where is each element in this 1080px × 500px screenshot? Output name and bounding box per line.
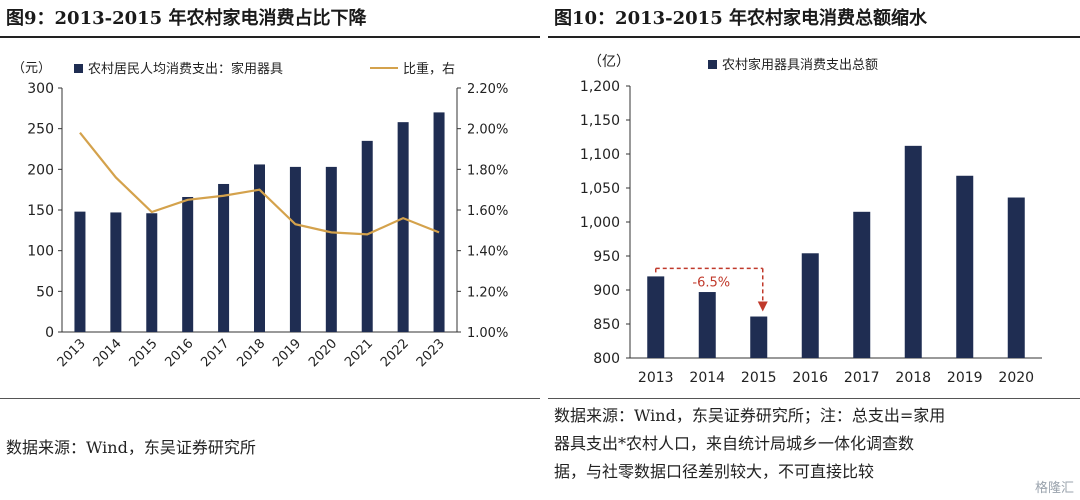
left-panel: 图9：2013-2015 年农村家电消费占比下降 （元） 农村居民人均消费支出：家…: [0, 8, 540, 457]
right-x-tick-label: 2016: [792, 370, 828, 386]
right-figure-title: 图10：2013-2015 年农村家电消费总额缩水: [554, 8, 927, 29]
right-panel: 图10：2013-2015 年农村家电消费总额缩水 （亿） 农村家用器具消费支出总…: [548, 0, 1080, 500]
right-y-tick-label: 1,050: [580, 181, 620, 197]
right-bar: [750, 316, 768, 358]
right-y-tick-label: 850: [593, 317, 620, 333]
left-y-tick-label: 100: [27, 244, 54, 260]
left-chart: （元） 农村居民人均消费支出：家用器具 比重，右 0 50 100 150 200 250 300…: [12, 61, 508, 370]
right-bar: [956, 175, 974, 358]
left-source-rule: [0, 398, 540, 399]
left-y2-tick-label: 2.00%: [467, 123, 508, 138]
right-source-line-1: 数据来源：Wind，东吴证券研究所；注：总支出=家用: [554, 406, 946, 425]
left-bar: [218, 183, 230, 332]
left-y-tick-label: 200: [27, 162, 54, 178]
right-source-line-2: 器具支出*农村人口，来自统计局城乡一体化调查数: [554, 434, 915, 453]
left-x-tick-label: 2023: [414, 336, 448, 370]
left-y2-tick-label: 2.20%: [467, 82, 508, 97]
right-y-tick-label: 900: [593, 283, 620, 299]
right-y-tick-label: 950: [593, 249, 620, 265]
right-bar: [647, 276, 665, 358]
left-y-tick-label: 300: [27, 81, 54, 97]
right-source: 数据来源：Wind，东吴证券研究所；注：总支出=家用 器具支出*农村人口，来自统…: [554, 402, 945, 486]
left-x-tick-label: 2020: [306, 336, 340, 370]
right-source-rule: [548, 398, 1080, 399]
left-x-tick-label: 2013: [55, 336, 89, 370]
left-y2-tick-label: 1.60%: [467, 204, 508, 219]
left-legend-bar-label: 农村居民人均消费支出：家用器具: [88, 61, 283, 77]
left-bar: [325, 166, 337, 332]
right-x-tick-label: 2013: [638, 370, 674, 386]
left-x-tick-label: 2015: [127, 336, 161, 370]
left-bar: [182, 196, 194, 332]
left-bar: [433, 112, 445, 333]
right-bar: [801, 253, 819, 358]
right-chart: （亿） 农村家用器具消费支出总额 800 850 900 950 1,000 1,050 1,1…: [580, 54, 1042, 386]
left-legend-bar-swatch: [74, 64, 83, 73]
left-x-tick-label: 2014: [91, 336, 125, 370]
left-share-line: [79, 132, 440, 236]
left-y2-tick-label: 1.40%: [467, 245, 508, 260]
left-x-tick-label: 2021: [342, 336, 376, 370]
left-legend-line-label: 比重，右: [403, 61, 455, 77]
left-x-tick-label: 2019: [270, 336, 304, 370]
left-figure-title: 图9：2013-2015 年农村家电消费占比下降: [6, 8, 367, 29]
left-bar: [361, 140, 373, 332]
left-bar: [397, 122, 409, 332]
right-bar: [1007, 197, 1025, 358]
left-y2-tick-label: 1.80%: [467, 163, 508, 178]
right-x-tick-label: 2017: [844, 370, 880, 386]
right-y-tick-label: 1,100: [580, 147, 620, 163]
right-x-tick-label: 2014: [689, 370, 725, 386]
left-title-rule: [0, 36, 540, 38]
left-bar: [146, 213, 158, 332]
left-y-tick-label: 50: [36, 284, 54, 300]
right-legend-bar-swatch: [708, 60, 717, 69]
right-y-axis-label: （亿）: [588, 54, 630, 70]
left-x-tick-label: 2016: [163, 336, 197, 370]
left-source: 数据来源：Wind，东吴证券研究所: [6, 438, 256, 457]
right-x-tick-label: 2020: [998, 370, 1034, 386]
left-y-axis-label: （元）: [12, 61, 51, 76]
left-x-tick-label: 2018: [234, 336, 268, 370]
left-bar: [74, 211, 86, 332]
right-y-tick-label: 1,000: [580, 215, 620, 231]
right-y-tick-label: 1,150: [580, 113, 620, 129]
right-source-line-3: 据，与社零数据口径差别较大，不可直接比较: [554, 462, 875, 481]
left-x-tick-label: 2017: [198, 336, 232, 370]
watermark: 格隆汇: [1034, 481, 1074, 496]
right-bar: [904, 145, 922, 358]
right-y-tick-label: 800: [593, 351, 620, 367]
right-title-rule: [548, 36, 1080, 38]
right-bar: [853, 211, 871, 358]
left-y-tick-label: 0: [45, 325, 54, 341]
left-bar: [289, 166, 301, 332]
right-y-tick-label: 1,200: [580, 79, 620, 95]
left-bar: [110, 212, 122, 332]
right-x-tick-label: 2018: [895, 370, 931, 386]
left-bar: [254, 164, 265, 332]
left-y-tick-label: 150: [27, 203, 54, 219]
right-x-tick-label: 2019: [947, 370, 983, 386]
left-x-tick-label: 2022: [378, 336, 412, 370]
right-annotation-arrowhead: [757, 301, 768, 312]
right-legend-bar-label: 农村家用器具消费支出总额: [722, 57, 878, 73]
right-annotation-label: -6.5%: [692, 275, 730, 290]
right-bar: [698, 292, 716, 358]
left-y-tick-label: 250: [27, 122, 54, 138]
left-y2-tick-label: 1.00%: [467, 326, 508, 341]
left-y2-tick-label: 1.20%: [467, 285, 508, 300]
right-x-tick-label: 2015: [741, 370, 777, 386]
